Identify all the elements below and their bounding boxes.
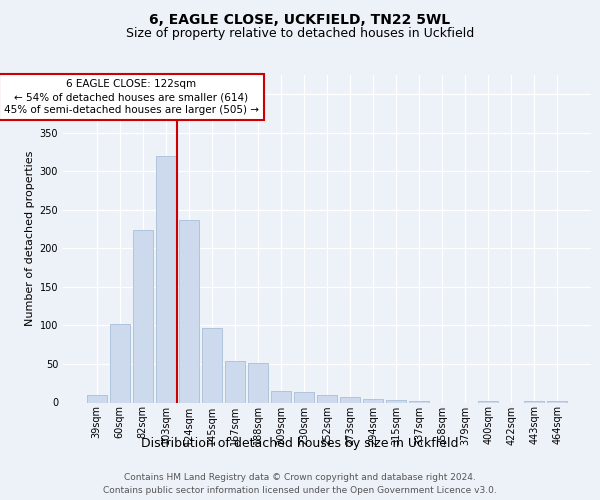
Bar xyxy=(524,401,544,402)
Bar xyxy=(409,401,429,402)
Bar xyxy=(363,400,383,402)
Bar xyxy=(478,401,498,402)
Bar xyxy=(317,395,337,402)
Bar xyxy=(225,361,245,403)
Bar xyxy=(87,395,107,402)
Bar xyxy=(202,328,221,402)
Text: Contains HM Land Registry data © Crown copyright and database right 2024.: Contains HM Land Registry data © Crown c… xyxy=(124,472,476,482)
Bar xyxy=(248,363,268,403)
Bar xyxy=(110,324,130,402)
Bar xyxy=(271,391,291,402)
Text: Contains public sector information licensed under the Open Government Licence v3: Contains public sector information licen… xyxy=(103,486,497,495)
Bar xyxy=(179,220,199,402)
Bar xyxy=(133,230,152,402)
Text: 6 EAGLE CLOSE: 122sqm
← 54% of detached houses are smaller (614)
45% of semi-det: 6 EAGLE CLOSE: 122sqm ← 54% of detached … xyxy=(4,79,259,116)
Text: Distribution of detached houses by size in Uckfield: Distribution of detached houses by size … xyxy=(141,438,459,450)
Text: 6, EAGLE CLOSE, UCKFIELD, TN22 5WL: 6, EAGLE CLOSE, UCKFIELD, TN22 5WL xyxy=(149,12,451,26)
Y-axis label: Number of detached properties: Number of detached properties xyxy=(25,151,35,326)
Text: Size of property relative to detached houses in Uckfield: Size of property relative to detached ho… xyxy=(126,28,474,40)
Bar xyxy=(340,397,360,402)
Bar xyxy=(547,401,567,402)
Bar xyxy=(156,156,176,402)
Bar xyxy=(386,400,406,402)
Bar xyxy=(294,392,314,402)
